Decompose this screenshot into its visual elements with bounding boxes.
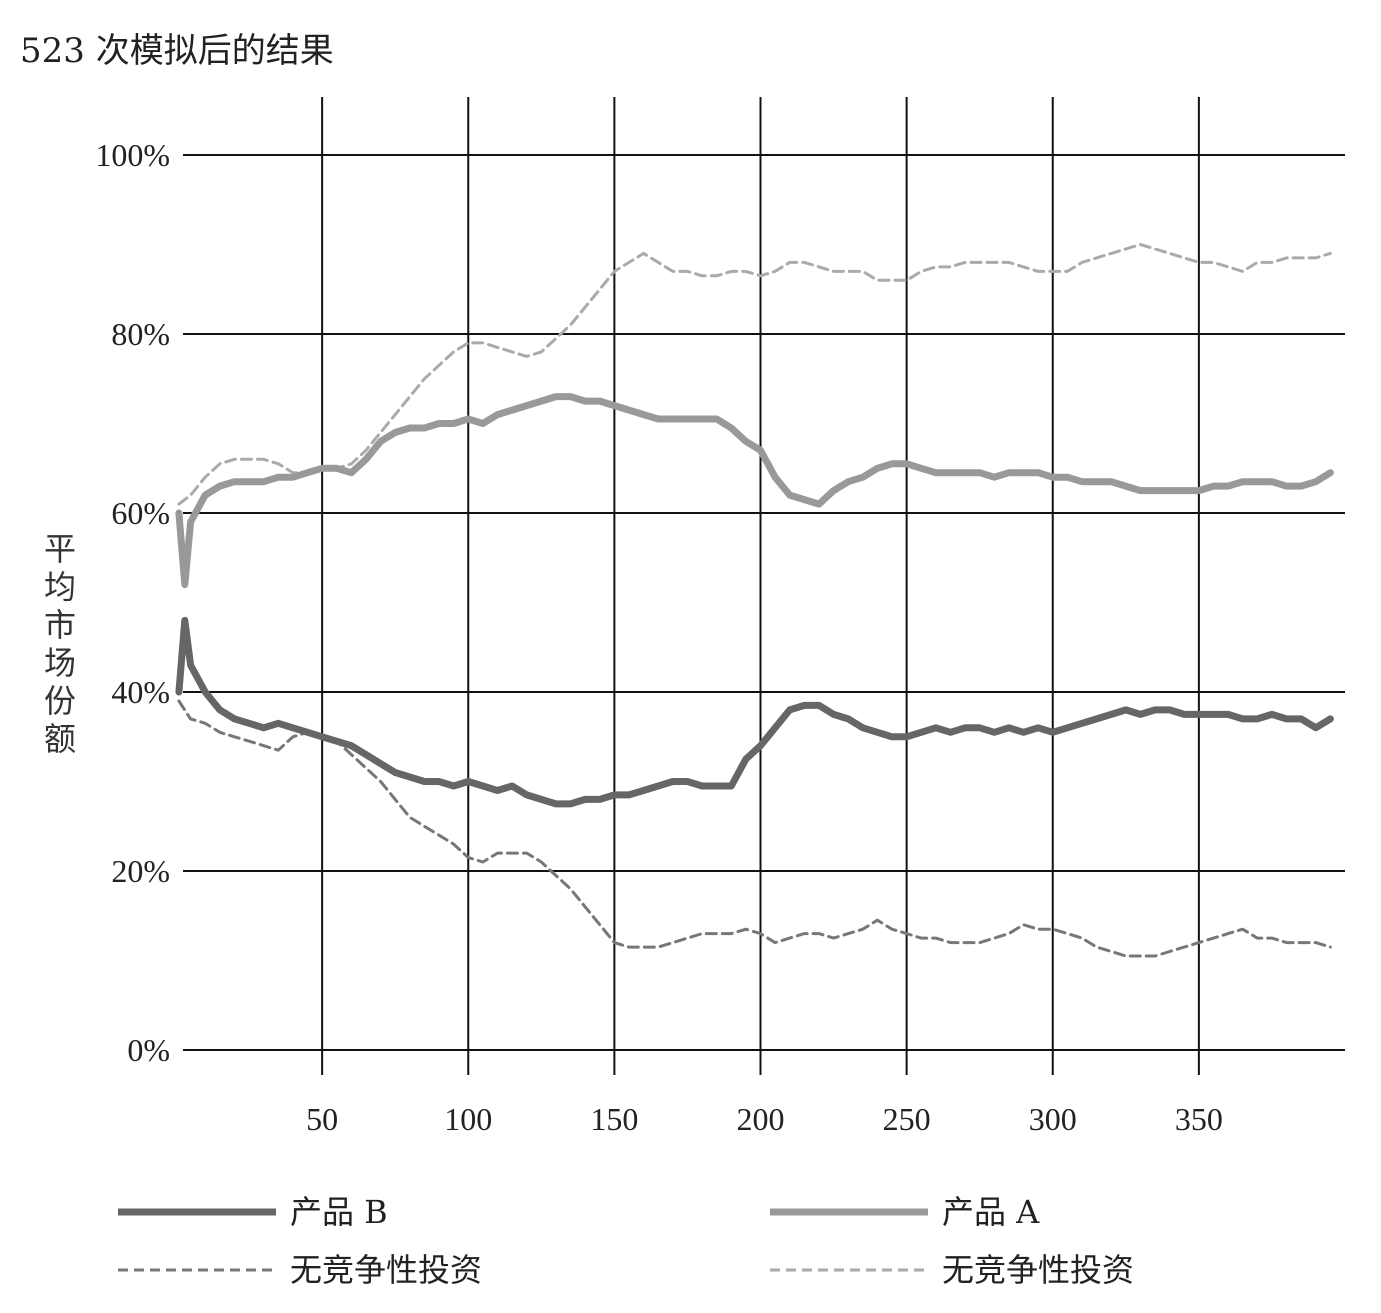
y-label-char: 份 — [44, 682, 76, 720]
y-axis-ticks: 0% 20% 40% 60% 80% 100% — [95, 137, 170, 1068]
series-layer — [175, 243, 1334, 958]
legend-label: 产品 A — [942, 1193, 1040, 1231]
series-line-3 — [177, 243, 1332, 506]
y-label-char: 均 — [44, 568, 76, 606]
series-line-1 — [175, 393, 1334, 589]
y-tick-label: 40% — [111, 674, 170, 710]
x-tick-label: 350 — [1175, 1101, 1223, 1137]
y-label-char: 额 — [44, 720, 76, 758]
y-tick-label: 60% — [111, 495, 170, 531]
y-tick-label: 0% — [127, 1032, 170, 1068]
series-line-2 — [177, 699, 1332, 958]
x-tick-label: 50 — [306, 1101, 338, 1137]
y-label-char: 平 — [44, 530, 76, 568]
x-tick-label: 250 — [883, 1101, 931, 1137]
legend-label: 无竞争性投资 — [290, 1251, 482, 1289]
y-label-char: 市 — [44, 606, 76, 644]
chart-title: 523 次模拟后的结果 — [20, 31, 334, 71]
x-axis-ticks: 50 100 150 200 250 300 350 — [306, 1101, 1223, 1137]
x-tick-label: 150 — [590, 1101, 638, 1137]
grid — [183, 97, 1345, 1075]
y-tick-label: 80% — [111, 316, 170, 352]
x-tick-label: 200 — [737, 1101, 785, 1137]
x-tick-label: 100 — [444, 1101, 492, 1137]
y-tick-label: 20% — [111, 853, 170, 889]
x-tick-label: 300 — [1029, 1101, 1077, 1137]
legend: 产品 B 产品 A 无竞争性投资 无竞争性投资 — [118, 1193, 1134, 1289]
legend-label: 产品 B — [290, 1193, 388, 1231]
series-line-0 — [175, 616, 1334, 808]
legend-label: 无竞争性投资 — [942, 1251, 1134, 1289]
y-tick-label: 100% — [95, 137, 170, 173]
y-label-char: 场 — [44, 644, 76, 682]
